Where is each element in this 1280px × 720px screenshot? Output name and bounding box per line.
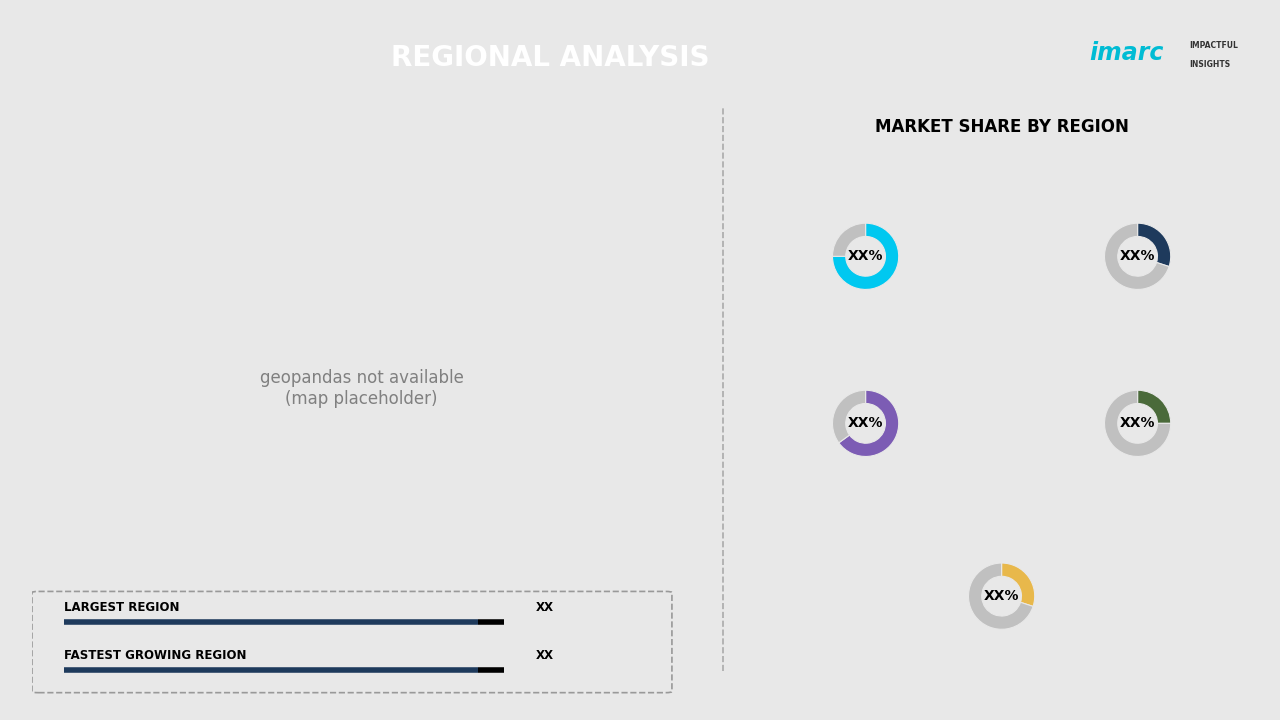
Text: XX%: XX% — [984, 589, 1019, 603]
Text: imarc: imarc — [1089, 41, 1164, 66]
Wedge shape — [1001, 563, 1034, 606]
Text: LARGEST REGION: LARGEST REGION — [64, 601, 179, 614]
Text: XX%: XX% — [1120, 416, 1156, 431]
Text: XX%: XX% — [1120, 249, 1156, 264]
Wedge shape — [838, 390, 899, 456]
Wedge shape — [969, 563, 1033, 629]
Text: XX: XX — [536, 649, 554, 662]
Text: geopandas not available
(map placeholder): geopandas not available (map placeholder… — [260, 369, 463, 408]
Wedge shape — [1138, 223, 1171, 266]
Wedge shape — [1138, 390, 1171, 423]
Text: XX%: XX% — [847, 249, 883, 264]
Text: XX%: XX% — [847, 416, 883, 431]
Text: REGIONAL ANALYSIS: REGIONAL ANALYSIS — [392, 45, 709, 72]
Wedge shape — [1105, 390, 1171, 456]
FancyBboxPatch shape — [32, 591, 672, 693]
Text: XX: XX — [536, 601, 554, 614]
Text: MARKET SHARE BY REGION: MARKET SHARE BY REGION — [874, 118, 1129, 136]
Wedge shape — [832, 223, 865, 256]
Wedge shape — [832, 223, 899, 289]
Text: IMPACTFUL: IMPACTFUL — [1189, 41, 1238, 50]
Wedge shape — [1105, 223, 1169, 289]
Wedge shape — [832, 390, 865, 443]
Text: FASTEST GROWING REGION: FASTEST GROWING REGION — [64, 649, 247, 662]
Text: INSIGHTS: INSIGHTS — [1189, 60, 1230, 69]
